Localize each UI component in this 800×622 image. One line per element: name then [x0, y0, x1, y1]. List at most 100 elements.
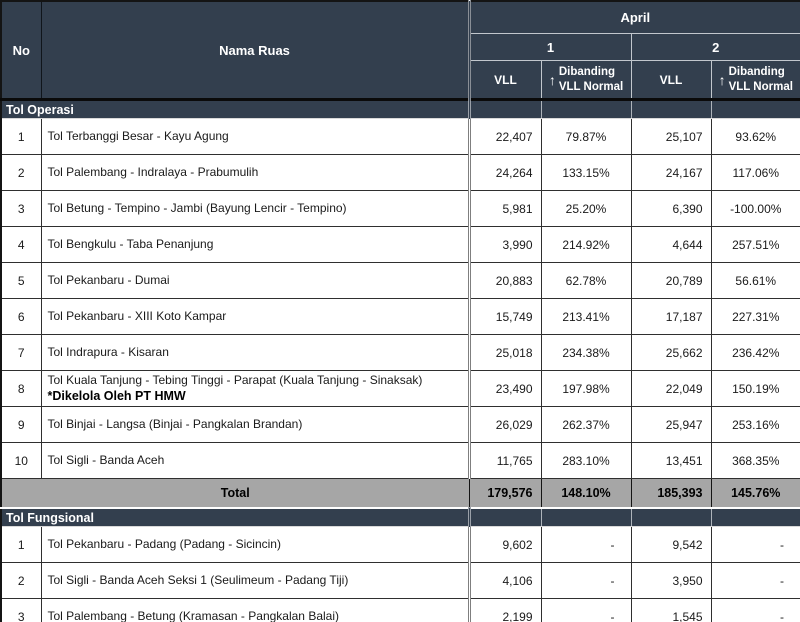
- ruas-name: Tol Pekanbaru - XIII Koto Kampar: [47, 308, 227, 323]
- table-row: 10 Tol Sigli - Banda Aceh 11,765 283.10% 13,…: [0, 442, 800, 480]
- ruas-name: Tol Palembang - Betung (Kramasan - Pangk…: [47, 609, 340, 622]
- dibanding-line2: VLL Normal: [728, 80, 793, 93]
- vll-value-day1: 2,199: [467, 598, 542, 622]
- table-row: 1 Tol Pekanbaru - Padang (Padang - Sicinc…: [0, 526, 800, 564]
- dibanding-value-day2: -: [710, 598, 800, 622]
- section-bar-cell: [467, 507, 541, 528]
- table-row: 3 Tol Betung - Tempino - Jambi (Bayung Le…: [0, 190, 800, 227]
- table-row: 6 Tol Pekanbaru - XIII Koto Kampar 15,749 2…: [0, 298, 800, 335]
- vll-value-day2: 25,662: [630, 334, 712, 371]
- row-name: Tol Pekanbaru - Padang (Padang - Sicinci…: [40, 526, 470, 564]
- table-row: 8 Tol Kuala Tanjung - Tebing Tinggi - Par…: [0, 369, 800, 408]
- dibanding-value-day2: 150.19%: [710, 369, 800, 408]
- vll-value-day1: 25,018: [467, 334, 542, 371]
- vll-value-day1: 9,602: [467, 526, 542, 564]
- ruas-name: Tol Bengkulu - Taba Penanjung: [47, 236, 214, 251]
- row-name: Tol Binjai - Langsa (Binjai - Pangkalan …: [40, 406, 470, 444]
- ruas-name: Tol Pekanbaru - Dumai: [47, 272, 170, 287]
- section-total-row: Total 179,576 148.10% 185,393 145.76%: [0, 478, 800, 509]
- section-bar: Tol Operasi: [1, 99, 800, 119]
- row-name: Tol Palembang - Betung (Kramasan - Pangk…: [40, 598, 470, 622]
- dibanding-line2: VLL Normal: [558, 80, 624, 93]
- dibanding-value-day1: 262.37%: [540, 406, 632, 444]
- vll-value-day1: 15,749: [467, 298, 542, 335]
- section-bar: Tol Fungsional: [1, 507, 800, 528]
- dibanding-header-content: ↑ Dibanding VLL Normal: [542, 65, 631, 95]
- dibanding-value-day2: 253.16%: [710, 406, 800, 444]
- row-number: 8: [0, 369, 42, 408]
- dibanding-label: Dibanding VLL Normal: [729, 65, 793, 95]
- ruas-name: Tol Terbanggi Besar - Kayu Agung: [47, 128, 229, 143]
- section-bar-cell: [467, 99, 541, 119]
- table-row: 2 Tol Sigli - Banda Aceh Seksi 1 (Seulime…: [0, 562, 800, 600]
- row-number: 10: [0, 442, 42, 480]
- dibanding-value-day1: 213.41%: [540, 298, 632, 335]
- row-name: Tol Pekanbaru - Dumai: [40, 262, 470, 299]
- dibanding-value-day2: 368.35%: [710, 442, 800, 480]
- column-header-vll-2: VLL: [630, 60, 711, 101]
- table-row: 3 Tol Palembang - Betung (Kramasan - Pang…: [0, 598, 800, 622]
- row-number: 3: [0, 190, 42, 227]
- table-row: 4 Tol Bengkulu - Taba Penanjung 3,990 214.9…: [0, 226, 800, 263]
- row-number: 1: [0, 118, 42, 155]
- dibanding-value-day2: 56.61%: [710, 262, 800, 299]
- section-title: Tol Fungsional: [1, 507, 469, 528]
- row-name: Tol Sigli - Banda Aceh: [40, 442, 470, 480]
- ruas-name: Tol Binjai - Langsa (Binjai - Pangkalan …: [47, 417, 303, 432]
- up-arrow-icon: ↑: [548, 71, 556, 88]
- ruas-name: Tol Betung - Tempino - Jambi (Bayung Len…: [47, 200, 347, 215]
- row-number: 7: [0, 334, 42, 371]
- dibanding-value-day2: 257.51%: [710, 226, 800, 263]
- table-row: 2 Tol Palembang - Indralaya - Prabumulih 2…: [0, 154, 800, 191]
- section-bar-cell: [710, 99, 800, 119]
- section-bar-cell: [710, 507, 800, 528]
- total-label: Total: [0, 478, 470, 509]
- row-name: Tol Pekanbaru - XIII Koto Kampar: [40, 298, 470, 335]
- dibanding-line1: Dibanding: [728, 65, 785, 78]
- row-number: 6: [0, 298, 42, 335]
- total-dibanding-day1: 148.10%: [540, 478, 632, 509]
- dibanding-value-day1: 197.98%: [540, 369, 632, 408]
- table-row: 1 Tol Terbanggi Besar - Kayu Agung 22,407 7…: [0, 118, 800, 155]
- dibanding-value-day2: -: [710, 562, 800, 600]
- row-number: 1: [0, 526, 42, 564]
- vll-value-day1: 26,029: [467, 406, 542, 444]
- vll-value-day1: 22,407: [467, 118, 542, 155]
- section-bar-cell: [630, 99, 711, 119]
- ruas-name: Tol Palembang - Indralaya - Prabumulih: [47, 164, 259, 179]
- dibanding-value-day1: 283.10%: [540, 442, 632, 480]
- dibanding-value-day2: 236.42%: [710, 334, 800, 371]
- dibanding-value-day2: -: [710, 526, 800, 564]
- table-header: No Nama Ruas April 1 2 VLL ↑ Dibanding V…: [1, 1, 800, 101]
- column-header-dibanding-2: ↑ Dibanding VLL Normal: [710, 60, 800, 101]
- column-header-day-2: 2: [630, 33, 800, 61]
- dibanding-header-content: ↑ Dibanding VLL Normal: [712, 65, 800, 95]
- vll-value-day2: 25,947: [630, 406, 712, 444]
- ruas-name: Tol Pekanbaru - Padang (Padang - Sicinci…: [47, 537, 281, 552]
- vll-value-day2: 17,187: [630, 298, 712, 335]
- column-header-nama-ruas: Nama Ruas: [41, 1, 469, 101]
- row-name: Tol Palembang - Indralaya - Prabumulih: [40, 154, 470, 191]
- row-name: Tol Indrapura - Kisaran: [40, 334, 470, 371]
- vll-value-day2: 9,542: [630, 526, 712, 564]
- vll-value-day1: 5,981: [467, 190, 542, 227]
- up-arrow-icon: ↑: [718, 71, 726, 88]
- row-number: 2: [0, 154, 42, 191]
- ruas-note: *Dikelola Oleh PT HMW: [47, 389, 186, 404]
- dibanding-value-day2: -100.00%: [710, 190, 800, 227]
- vll-value-day2: 24,167: [630, 154, 712, 191]
- dibanding-value-day2: 93.62%: [710, 118, 800, 155]
- total-vll-day2: 185,393: [630, 478, 712, 509]
- dibanding-value-day1: 62.78%: [540, 262, 632, 299]
- dibanding-line1: Dibanding: [558, 65, 616, 78]
- dibanding-value-day1: -: [540, 598, 632, 622]
- vll-value-day2: 1,545: [630, 598, 712, 622]
- column-header-vll-1: VLL: [467, 60, 541, 101]
- vll-value-day2: 3,950: [630, 562, 712, 600]
- row-number: 4: [0, 226, 42, 263]
- ruas-name: Tol Sigli - Banda Aceh: [47, 453, 165, 468]
- dibanding-value-day2: 227.31%: [710, 298, 800, 335]
- table-row: 9 Tol Binjai - Langsa (Binjai - Pangkalan…: [0, 406, 800, 444]
- ruas-name: Tol Kuala Tanjung - Tebing Tinggi - Para…: [47, 373, 423, 387]
